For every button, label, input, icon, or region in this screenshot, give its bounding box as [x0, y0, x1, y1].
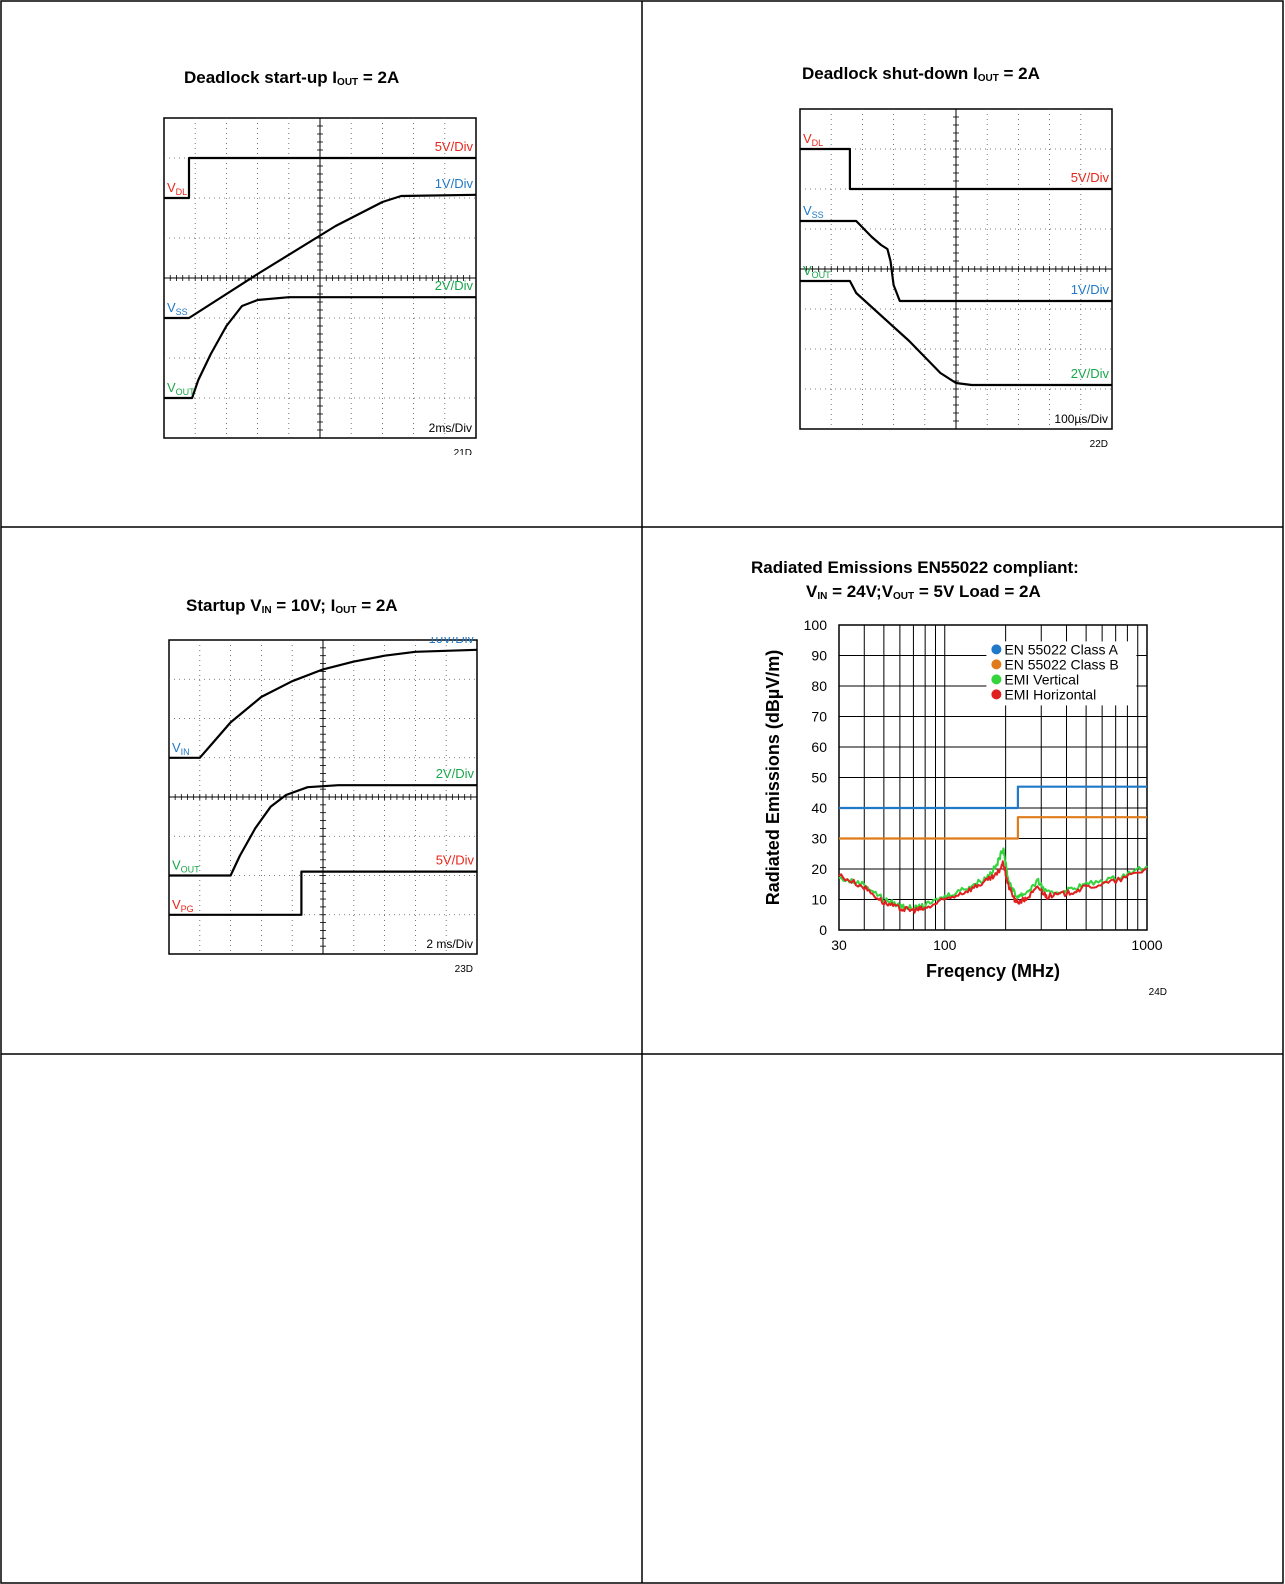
trace-dl	[164, 156, 476, 200]
trace-out	[169, 784, 477, 877]
scale-label-ss: 1V/Div	[1071, 282, 1110, 297]
y-tick-label: 10	[811, 892, 827, 908]
y-tick-label: 0	[819, 922, 827, 938]
y-tick-label: 50	[811, 770, 827, 786]
chart-title-deadlock-startup: Deadlock start-up IOUT = 2A	[184, 68, 400, 88]
series-line-en-55022-class-b	[839, 816, 1147, 840]
signal-label-pg: VPG	[172, 897, 194, 914]
x-tick-label: 30	[831, 937, 847, 953]
signal-label-out: VOUT	[172, 858, 200, 875]
trace-ss	[800, 219, 1112, 303]
trace-dl	[800, 147, 1112, 191]
figure-id: 22D	[1090, 439, 1108, 450]
scale-label-ss: 1V/Div	[435, 176, 474, 191]
signal-label-dl: VDL	[167, 180, 187, 197]
signal-label-ss: VSS	[167, 300, 188, 317]
legend-background	[986, 641, 1137, 706]
scale-label-dl: 5V/Div	[1071, 170, 1110, 185]
chart-title-deadlock-shutdown: Deadlock shut-down IOUT = 2A	[802, 64, 1040, 84]
plot-border	[838, 624, 1148, 931]
signal-label-dl: VDL	[803, 131, 823, 148]
series-line-en-55022-class-a	[839, 785, 1147, 810]
signal-label-out: VOUT	[167, 380, 195, 397]
legend-marker	[991, 644, 1002, 655]
trace-out	[800, 279, 1112, 387]
chart-title-startup: Startup VIN = 10V; IOUT = 2A	[186, 596, 398, 616]
x-tick-label: 100	[933, 937, 957, 953]
chart-title-emissions-line1: Radiated Emissions EN55022 compliant:	[751, 558, 1079, 577]
scale-label-out: 2V/Div	[436, 766, 475, 781]
y-tick-label: 30	[811, 831, 827, 847]
figure-id: 21D	[454, 448, 472, 455]
trace-out	[164, 296, 476, 400]
scale-label-out: 2V/Div	[435, 278, 474, 293]
scale-label-out: 2V/Div	[1071, 366, 1110, 381]
trace-pg	[169, 870, 477, 916]
figure-id: 24D	[1149, 987, 1167, 998]
legend-label: EN 55022 Class B	[1004, 656, 1118, 672]
y-tick-label: 90	[811, 648, 827, 664]
series-line-emi-horizontal	[838, 860, 1148, 914]
scope-chart-deadlock-shutdown: VDL 5V/Div VSS 1V/Div VOUT 2V/Div 100µs/Div 22D	[799, 108, 1113, 450]
legend-marker	[991, 689, 1002, 700]
time-scale-label: 2 ms/Div	[426, 937, 473, 951]
y-tick-label: 20	[811, 861, 827, 877]
y-tick-label: 100	[804, 617, 828, 633]
legend-marker	[991, 674, 1002, 685]
x-axis-label: Freqency (MHz)	[926, 961, 1060, 981]
signal-label-ss: VSS	[803, 203, 824, 220]
y-tick-label: 80	[811, 678, 827, 694]
figure-id: 23D	[455, 964, 473, 975]
time-scale-label: 100µs/Div	[1054, 412, 1108, 426]
y-tick-label: 60	[811, 739, 827, 755]
legend-label: EMI Horizontal	[1004, 686, 1096, 702]
legend-label: EMI Vertical	[1004, 671, 1079, 687]
y-tick-label: 40	[811, 800, 827, 816]
scope-chart-deadlock-startup: VDL 5V/Div VSS 1V/Div VOUT 2V/Div 2ms/Div 21D	[163, 117, 477, 455]
scale-label-in: 10V/Div	[428, 637, 474, 646]
signal-label-out: VOUT	[803, 263, 831, 280]
scale-label-dl: 5V/Div	[435, 139, 474, 154]
scale-label-pg: 5V/Div	[436, 853, 475, 868]
time-scale-label: 2ms/Div	[429, 421, 472, 435]
legend-label: EN 55022 Class A	[1004, 641, 1118, 657]
trace-ss	[164, 193, 477, 320]
scope-chart-startup: VIN 10V/Div VOUT 2V/Div VPG 5V/Div 2 ms/Div 23D	[168, 637, 478, 975]
legend-marker	[991, 659, 1002, 670]
x-tick-label: 1000	[1131, 937, 1162, 953]
y-tick-label: 70	[811, 709, 827, 725]
emissions-chart: 0 10 20 30 40 50 60 70 80 90 100 30 100 1000 Freqency …	[763, 617, 1167, 998]
trace-in	[169, 648, 478, 759]
chart-title-emissions-line2: VIN = 24V;VOUT = 5V Load = 2A	[806, 582, 1041, 602]
y-axis-label: Radiated Emissions (dBµV/m)	[763, 650, 783, 905]
signal-label-in: VIN	[172, 740, 190, 757]
